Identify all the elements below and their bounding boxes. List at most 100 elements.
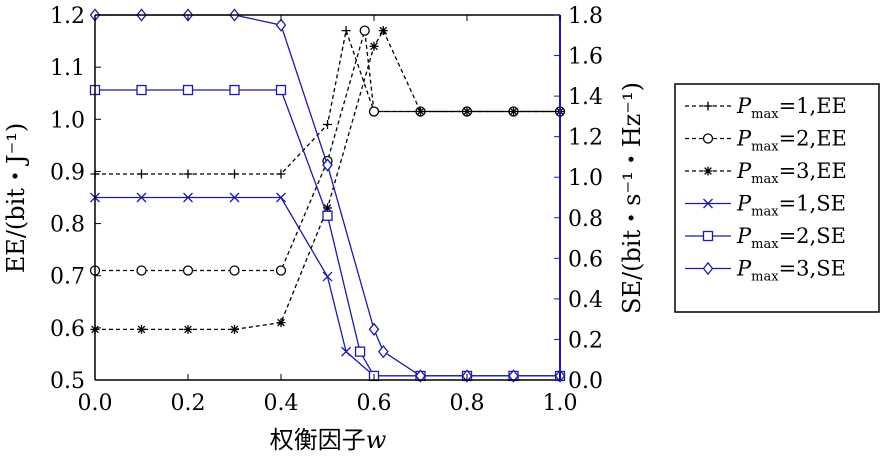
legend-item: Pmax=1,EE: [685, 94, 847, 122]
legend-label-subscript: max: [751, 205, 779, 220]
legend-box: [674, 83, 880, 313]
x-tick-label: 0.4: [264, 391, 299, 416]
star-marker: [378, 26, 388, 36]
star-marker: [462, 106, 472, 116]
y-right-tick-label: 0.8: [568, 207, 603, 232]
legend-item: Pmax=3,EE: [685, 159, 847, 187]
square-marker: [275, 84, 287, 96]
star-marker: [416, 106, 425, 116]
y-left-tick-label: 0.6: [50, 317, 85, 342]
y-left-tick-label: 0.8: [50, 213, 85, 238]
legend-label: Pmax=2,SE: [736, 224, 846, 252]
x-axis-label: 权衡因子w: [270, 426, 387, 454]
legend-label-symbol: P: [736, 94, 752, 118]
legend-label-value: =1,SE: [779, 192, 846, 216]
square-marker: [322, 210, 333, 221]
diamond-marker: [368, 322, 380, 336]
y-left-tick-label: 0.9: [50, 160, 85, 185]
star-marker: [369, 41, 379, 51]
x-tick-label: 0.6: [357, 391, 392, 416]
circle-marker: [359, 25, 370, 36]
star-marker: [183, 324, 193, 334]
y-left-tick-label: 0.7: [50, 265, 85, 290]
y-right-tick-label: 0.2: [568, 328, 603, 353]
x-marker: [136, 192, 147, 203]
y-right-tick-label: 1.0: [568, 166, 603, 191]
legend-label-symbol: P: [736, 127, 752, 151]
y-left-axis-label: EE/(bit・J⁻¹): [2, 123, 30, 273]
y-left-tick-label: 0.5: [50, 369, 85, 394]
star-marker: [137, 324, 146, 334]
square-marker: [702, 230, 714, 242]
legend-item: Pmax=3,SE: [685, 257, 846, 285]
diamond-marker: [377, 344, 389, 359]
y-left-tick-label: 1.0: [50, 108, 85, 133]
series-3: [90, 26, 565, 334]
legend-label-symbol: P: [736, 257, 752, 281]
diamond-marker: [415, 369, 426, 383]
legend-label-subscript: max: [751, 140, 779, 155]
circle-marker: [182, 265, 194, 276]
legend-item: Pmax=1,SE: [685, 192, 846, 220]
legend-label-subscript: max: [751, 172, 779, 187]
y-left-tick-label: 1.1: [50, 56, 85, 81]
x-marker: [183, 192, 193, 203]
plus-marker: [230, 169, 239, 179]
legend-label-value: =2,SE: [779, 224, 846, 248]
x-tick-label: 0.0: [78, 391, 113, 416]
y-right-tick-label: 0.0: [568, 369, 603, 394]
circle-marker: [702, 133, 714, 144]
square-marker: [229, 84, 240, 96]
axes-layer: 0.0 0.2 0.4 0.6 0.8 1.0 0.5 0.6 0.7 0.8 0.9 1.0 1.1 1…: [50, 4, 603, 416]
plus-marker: [341, 26, 351, 36]
square-marker: [136, 84, 147, 96]
x-tick-label: 1.0: [543, 391, 578, 416]
circle-marker: [229, 265, 240, 276]
x-marker: [229, 192, 240, 203]
legend-label: Pmax=3,SE: [736, 257, 846, 285]
plus-marker: [276, 169, 286, 179]
y-right-tick-label: 0.4: [568, 288, 603, 313]
legend-label-subscript: max: [751, 270, 779, 285]
legend-item: Pmax=2,EE: [685, 127, 847, 155]
diamond-marker: [275, 18, 287, 32]
series-line: [95, 30, 560, 272]
x-marker: [276, 192, 286, 203]
legend-label: Pmax=1,SE: [736, 192, 846, 220]
legend-label-value: =3,SE: [779, 257, 846, 281]
legend-label: Pmax=1,EE: [736, 94, 847, 122]
legend-label: Pmax=2,EE: [736, 127, 847, 155]
diamond-marker: [322, 158, 333, 172]
x-tick-label: 0.2: [171, 391, 206, 416]
plus-marker: [183, 169, 193, 179]
circle-marker: [368, 106, 380, 117]
legend-label-value: =3,EE: [779, 159, 847, 183]
legend-label-symbol: P: [736, 224, 752, 248]
square-marker: [182, 84, 194, 96]
star-marker: [230, 324, 239, 334]
diamond-marker: [702, 261, 714, 276]
circle-marker: [136, 265, 147, 276]
y-right-tick-label: 1.8: [568, 4, 603, 29]
series-6: [89, 8, 566, 383]
legend-label-value: =2,EE: [779, 127, 847, 151]
legend-label-subscript: max: [751, 107, 779, 122]
y-right-axis-label: SE/(bit・s⁻¹・Hz⁻¹): [618, 82, 646, 314]
star-marker: [323, 203, 332, 213]
y-right-tick-label: 1.4: [568, 85, 603, 110]
legend-label-subscript: max: [751, 237, 779, 252]
x-marker: [341, 346, 352, 357]
y-right-tick-label: 1.6: [568, 45, 603, 70]
circle-marker: [275, 265, 287, 276]
y-right-tick-label: 0.6: [568, 247, 603, 272]
star-marker: [509, 106, 518, 116]
legend-label: Pmax=3,EE: [736, 159, 847, 187]
legend-label-symbol: P: [736, 159, 752, 183]
legend-label-symbol: P: [736, 192, 752, 216]
legend-item: Pmax=2,SE: [685, 224, 846, 252]
diamond-marker: [508, 369, 519, 383]
star-marker: [703, 166, 713, 176]
plus-marker: [703, 101, 713, 111]
